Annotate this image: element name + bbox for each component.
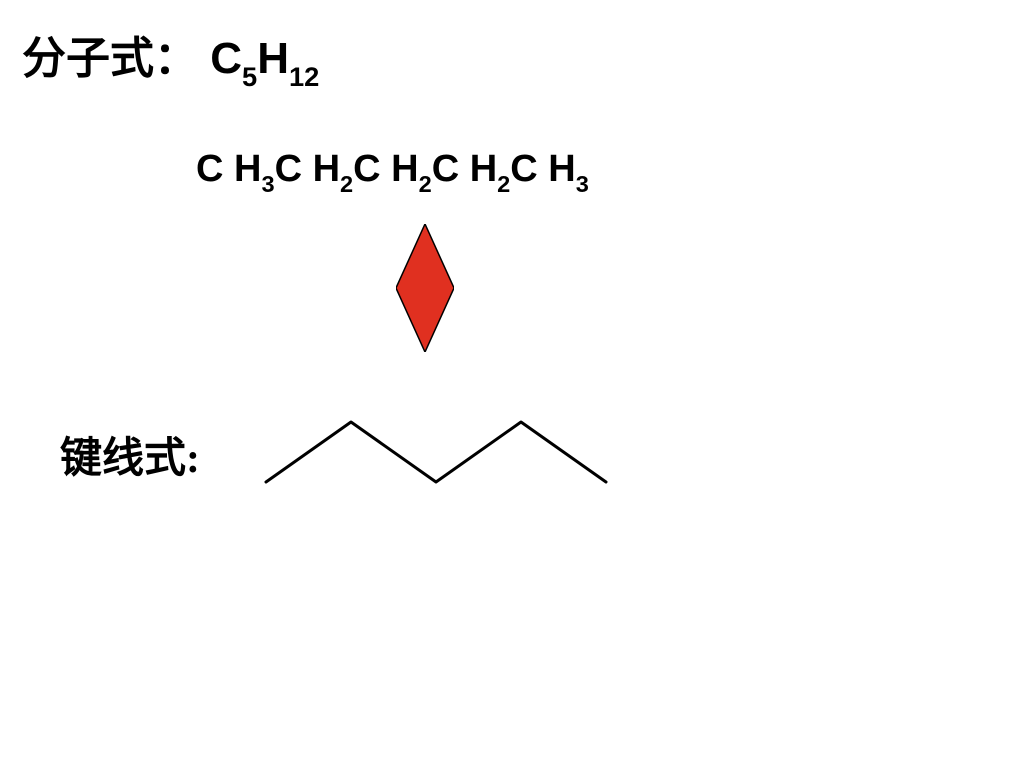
condensed-formula-line: C H3 C H2C H2C H2C H3 bbox=[196, 148, 589, 196]
cond-sub-4: 3 bbox=[576, 171, 589, 197]
pentane-zigzag bbox=[266, 422, 606, 482]
cond-group-4: C H3 bbox=[510, 148, 589, 196]
mol-C-symbol: C bbox=[210, 34, 242, 83]
bondline-structure bbox=[256, 402, 616, 507]
diamond-arrow-icon bbox=[396, 224, 454, 357]
cond-sub-2: 2 bbox=[419, 171, 432, 197]
cond-sub-3: 2 bbox=[497, 171, 510, 197]
cond-base-4: C H bbox=[510, 148, 575, 190]
cond-base-1: C H bbox=[275, 148, 340, 190]
slide-canvas: 分子式： C5H12 C H3 C H2C H2C H2C H3 键线式: bbox=[0, 0, 1024, 768]
diamond-shape bbox=[396, 224, 454, 352]
cond-sub-1: 2 bbox=[340, 171, 353, 197]
cond-group-3: C H2 bbox=[432, 148, 511, 196]
mol-H-sub: 12 bbox=[289, 61, 319, 92]
diamond-svg bbox=[396, 224, 454, 352]
cond-group-2: C H2 bbox=[353, 148, 432, 196]
cond-base-3: C H bbox=[432, 148, 497, 190]
bondline-label: 键线式: bbox=[60, 424, 200, 485]
cond-group-0: C H3 bbox=[196, 148, 275, 196]
mol-C-sub: 5 bbox=[242, 61, 257, 92]
molecular-formula-label: 分子式： bbox=[22, 34, 198, 83]
bondline-svg bbox=[256, 402, 616, 502]
mol-H-symbol: H bbox=[257, 34, 289, 83]
cond-base-0: C H bbox=[196, 148, 261, 190]
molecular-formula-line: 分子式： C5H12 bbox=[22, 22, 319, 90]
cond-base-2: C H bbox=[353, 148, 418, 190]
cond-group-1: C H2 bbox=[275, 148, 354, 196]
cond-sub-0: 3 bbox=[261, 171, 274, 197]
